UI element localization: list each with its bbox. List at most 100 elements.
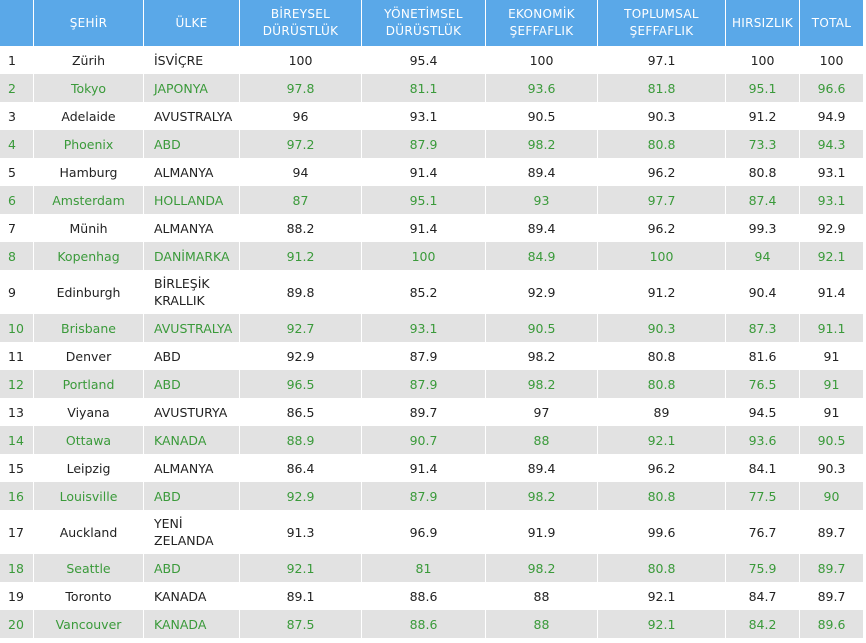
rank-cell: 10 bbox=[0, 314, 34, 342]
rank-cell: 7 bbox=[0, 214, 34, 242]
economic-transparency-cell: 90.5 bbox=[486, 102, 598, 130]
theft-cell: 76.7 bbox=[726, 510, 800, 554]
table-row: 18 Seattle ABD 92.1 81 98.2 80.8 75.9 89.7 bbox=[0, 554, 864, 582]
theft-cell: 93.6 bbox=[726, 426, 800, 454]
table-row: 1 Zürih İSVİÇRE 100 95.4 100 97.1 100 100 bbox=[0, 46, 864, 74]
theft-cell: 94.5 bbox=[726, 398, 800, 426]
table-row: 17 Auckland YENİ ZELANDA 91.3 96.9 91.9 99.6 76… bbox=[0, 510, 864, 554]
table-row: 6 Amsterdam HOLLANDA 87 95.1 93 97.7 87.4 93.1 bbox=[0, 186, 864, 214]
theft-cell: 84.7 bbox=[726, 582, 800, 610]
administrative-honesty-cell: 93.1 bbox=[362, 102, 486, 130]
column-header-social-transparency[interactable]: TOPLUMSAL ŞEFFAFLIK bbox=[598, 0, 726, 46]
country-cell: KANADA bbox=[144, 426, 240, 454]
city-cell: Viyana bbox=[34, 398, 144, 426]
city-cell: Hamburg bbox=[34, 158, 144, 186]
country-cell: JAPONYA bbox=[144, 74, 240, 102]
city-cell: Leipzig bbox=[34, 454, 144, 482]
social-transparency-cell: 89 bbox=[598, 398, 726, 426]
administrative-honesty-cell: 90.7 bbox=[362, 426, 486, 454]
rank-cell: 19 bbox=[0, 582, 34, 610]
individual-honesty-cell: 97.8 bbox=[240, 74, 362, 102]
table-row: 11 Denver ABD 92.9 87.9 98.2 80.8 81.6 91 bbox=[0, 342, 864, 370]
economic-transparency-cell: 91.9 bbox=[486, 510, 598, 554]
individual-honesty-cell: 92.9 bbox=[240, 342, 362, 370]
rank-cell: 9 bbox=[0, 270, 34, 314]
social-transparency-cell: 100 bbox=[598, 242, 726, 270]
administrative-honesty-cell: 95.1 bbox=[362, 186, 486, 214]
country-cell: ALMANYA bbox=[144, 454, 240, 482]
table-row: 9 Edinburgh BİRLEŞİK KRALLIK 89.8 85.2 92.9 91… bbox=[0, 270, 864, 314]
city-cell: Vancouver bbox=[34, 610, 144, 638]
country-cell: KANADA bbox=[144, 582, 240, 610]
individual-honesty-cell: 89.8 bbox=[240, 270, 362, 314]
country-cell: YENİ ZELANDA bbox=[144, 510, 240, 554]
social-transparency-cell: 99.6 bbox=[598, 510, 726, 554]
city-cell: Tokyo bbox=[34, 74, 144, 102]
economic-transparency-cell: 84.9 bbox=[486, 242, 598, 270]
country-cell: AVUSTURYA bbox=[144, 398, 240, 426]
social-transparency-cell: 92.1 bbox=[598, 426, 726, 454]
administrative-honesty-cell: 87.9 bbox=[362, 370, 486, 398]
country-cell: ABD bbox=[144, 130, 240, 158]
individual-honesty-cell: 86.5 bbox=[240, 398, 362, 426]
country-cell: BİRLEŞİK KRALLIK bbox=[144, 270, 240, 314]
column-header-country[interactable]: ÜLKE bbox=[144, 0, 240, 46]
total-cell: 92.1 bbox=[800, 242, 864, 270]
theft-cell: 84.2 bbox=[726, 610, 800, 638]
column-header-economic-transparency[interactable]: EKONOMİK ŞEFFAFLIK bbox=[486, 0, 598, 46]
social-transparency-cell: 96.2 bbox=[598, 214, 726, 242]
administrative-honesty-cell: 93.1 bbox=[362, 314, 486, 342]
theft-cell: 91.2 bbox=[726, 102, 800, 130]
column-header-administrative-honesty[interactable]: YÖNETİMSEL DÜRÜSTLÜK bbox=[362, 0, 486, 46]
economic-transparency-cell: 100 bbox=[486, 46, 598, 74]
rank-cell: 6 bbox=[0, 186, 34, 214]
social-transparency-cell: 96.2 bbox=[598, 454, 726, 482]
total-cell: 93.1 bbox=[800, 186, 864, 214]
table-header-row: ŞEHİR ÜLKE BİREYSEL DÜRÜSTLÜK YÖNETİMSEL… bbox=[0, 0, 864, 46]
rank-cell: 15 bbox=[0, 454, 34, 482]
individual-honesty-cell: 92.9 bbox=[240, 482, 362, 510]
economic-transparency-cell: 90.5 bbox=[486, 314, 598, 342]
country-cell: ABD bbox=[144, 342, 240, 370]
rank-cell: 11 bbox=[0, 342, 34, 370]
theft-cell: 87.3 bbox=[726, 314, 800, 342]
administrative-honesty-cell: 91.4 bbox=[362, 214, 486, 242]
city-cell: Kopenhag bbox=[34, 242, 144, 270]
country-cell: AVUSTRALYA bbox=[144, 314, 240, 342]
column-header-city[interactable]: ŞEHİR bbox=[34, 0, 144, 46]
theft-cell: 100 bbox=[726, 46, 800, 74]
country-cell: ABD bbox=[144, 554, 240, 582]
theft-cell: 77.5 bbox=[726, 482, 800, 510]
table-row: 3 Adelaide AVUSTRALYA 96 93.1 90.5 90.3 91.2 94.… bbox=[0, 102, 864, 130]
column-header-theft[interactable]: HIRSIZLIK bbox=[726, 0, 800, 46]
administrative-honesty-cell: 81 bbox=[362, 554, 486, 582]
city-cell: Ottawa bbox=[34, 426, 144, 454]
administrative-honesty-cell: 96.9 bbox=[362, 510, 486, 554]
total-cell: 91 bbox=[800, 370, 864, 398]
city-cell: Amsterdam bbox=[34, 186, 144, 214]
city-cell: Louisville bbox=[34, 482, 144, 510]
social-transparency-cell: 97.7 bbox=[598, 186, 726, 214]
individual-honesty-cell: 92.7 bbox=[240, 314, 362, 342]
individual-honesty-cell: 91.3 bbox=[240, 510, 362, 554]
table-row: 13 Viyana AVUSTURYA 86.5 89.7 97 89 94.5 91 bbox=[0, 398, 864, 426]
total-cell: 100 bbox=[800, 46, 864, 74]
administrative-honesty-cell: 91.4 bbox=[362, 454, 486, 482]
economic-transparency-cell: 98.2 bbox=[486, 554, 598, 582]
table-row: 14 Ottawa KANADA 88.9 90.7 88 92.1 93.6 90.5 bbox=[0, 426, 864, 454]
column-header-rank[interactable] bbox=[0, 0, 34, 46]
table-row: 8 Kopenhag DANİMARKA 91.2 100 84.9 100 94 92.1 bbox=[0, 242, 864, 270]
theft-cell: 99.3 bbox=[726, 214, 800, 242]
city-cell: Edinburgh bbox=[34, 270, 144, 314]
administrative-honesty-cell: 95.4 bbox=[362, 46, 486, 74]
social-transparency-cell: 91.2 bbox=[598, 270, 726, 314]
individual-honesty-cell: 94 bbox=[240, 158, 362, 186]
total-cell: 94.3 bbox=[800, 130, 864, 158]
column-header-total[interactable]: TOTAL bbox=[800, 0, 864, 46]
theft-cell: 90.4 bbox=[726, 270, 800, 314]
city-cell: Zürih bbox=[34, 46, 144, 74]
column-header-individual-honesty[interactable]: BİREYSEL DÜRÜSTLÜK bbox=[240, 0, 362, 46]
economic-transparency-cell: 88 bbox=[486, 582, 598, 610]
administrative-honesty-cell: 89.7 bbox=[362, 398, 486, 426]
